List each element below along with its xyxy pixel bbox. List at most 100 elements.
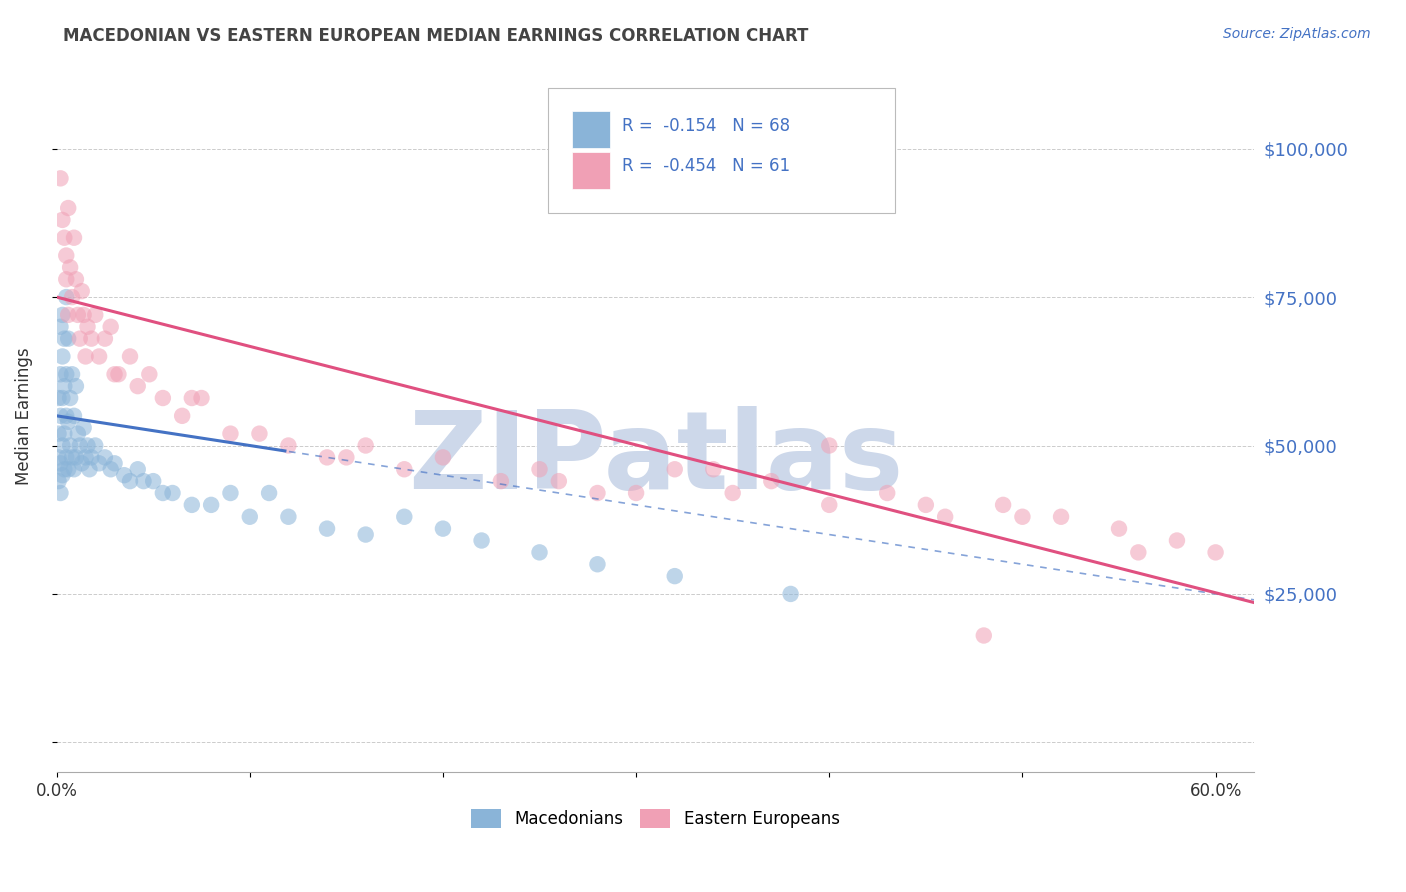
Point bbox=[127, 462, 149, 476]
Point bbox=[58, 332, 80, 346]
Point bbox=[180, 498, 202, 512]
Point bbox=[180, 391, 202, 405]
Point bbox=[172, 409, 194, 423]
Point bbox=[59, 438, 82, 452]
Point bbox=[934, 509, 956, 524]
Point bbox=[219, 486, 242, 500]
Point bbox=[529, 462, 551, 476]
Point bbox=[51, 468, 73, 483]
Point bbox=[49, 409, 72, 423]
Point bbox=[55, 248, 77, 262]
Point bbox=[547, 474, 569, 488]
Point bbox=[354, 527, 377, 541]
Point bbox=[69, 438, 91, 452]
Point bbox=[59, 391, 82, 405]
Point bbox=[87, 350, 110, 364]
Point bbox=[818, 498, 841, 512]
Point bbox=[55, 272, 77, 286]
Point bbox=[66, 308, 89, 322]
Point bbox=[75, 350, 97, 364]
Point bbox=[55, 409, 77, 423]
Text: R =  -0.154   N = 68: R = -0.154 N = 68 bbox=[621, 117, 790, 135]
Point bbox=[55, 290, 77, 304]
Point bbox=[60, 290, 83, 304]
FancyBboxPatch shape bbox=[547, 88, 896, 213]
Point bbox=[53, 379, 76, 393]
Point bbox=[761, 474, 783, 488]
Text: ZIPatlas: ZIPatlas bbox=[408, 406, 903, 512]
Point bbox=[100, 319, 122, 334]
Point bbox=[51, 350, 73, 364]
Point bbox=[63, 462, 86, 476]
Point bbox=[1108, 522, 1130, 536]
Point bbox=[75, 450, 97, 465]
Point bbox=[94, 332, 117, 346]
Point bbox=[103, 456, 125, 470]
Point bbox=[72, 420, 94, 434]
Point bbox=[103, 368, 125, 382]
Point bbox=[53, 462, 76, 476]
Point bbox=[58, 308, 80, 322]
Point bbox=[49, 319, 72, 334]
Point bbox=[354, 438, 377, 452]
Point bbox=[702, 462, 724, 476]
Point bbox=[138, 368, 160, 382]
Y-axis label: Median Earnings: Median Earnings bbox=[15, 347, 32, 484]
Point bbox=[316, 522, 339, 536]
Point bbox=[142, 474, 165, 488]
Point bbox=[1166, 533, 1188, 548]
Point bbox=[51, 391, 73, 405]
Point bbox=[257, 486, 280, 500]
Point bbox=[49, 486, 72, 500]
Point bbox=[118, 350, 141, 364]
Point bbox=[1205, 545, 1227, 559]
Point bbox=[624, 486, 647, 500]
Point bbox=[76, 319, 98, 334]
Legend: Macedonians, Eastern Europeans: Macedonians, Eastern Europeans bbox=[464, 803, 846, 835]
Point bbox=[48, 474, 70, 488]
Point bbox=[394, 462, 416, 476]
Point bbox=[432, 450, 454, 465]
Point bbox=[973, 628, 995, 642]
Point bbox=[152, 486, 174, 500]
Point bbox=[58, 415, 80, 429]
Point bbox=[51, 308, 73, 322]
Point bbox=[84, 308, 107, 322]
Point bbox=[51, 438, 73, 452]
Point bbox=[58, 201, 80, 215]
Point bbox=[779, 587, 801, 601]
Point bbox=[664, 462, 686, 476]
Point bbox=[48, 450, 70, 465]
Point bbox=[49, 171, 72, 186]
Text: MACEDONIAN VS EASTERN EUROPEAN MEDIAN EARNINGS CORRELATION CHART: MACEDONIAN VS EASTERN EUROPEAN MEDIAN EA… bbox=[63, 27, 808, 45]
Point bbox=[432, 522, 454, 536]
Point bbox=[80, 450, 103, 465]
Point bbox=[55, 368, 77, 382]
Point bbox=[586, 486, 609, 500]
Point bbox=[76, 438, 98, 452]
Point bbox=[60, 450, 83, 465]
Point bbox=[200, 498, 222, 512]
Point bbox=[277, 509, 299, 524]
Point bbox=[335, 450, 357, 465]
Point bbox=[53, 332, 76, 346]
Point bbox=[219, 426, 242, 441]
Point bbox=[277, 438, 299, 452]
Point bbox=[991, 498, 1014, 512]
Point bbox=[49, 456, 72, 470]
Point bbox=[84, 438, 107, 452]
Point bbox=[94, 450, 117, 465]
Point bbox=[586, 558, 609, 572]
Point bbox=[316, 450, 339, 465]
Point bbox=[72, 308, 94, 322]
FancyBboxPatch shape bbox=[572, 152, 610, 188]
Text: R =  -0.454   N = 61: R = -0.454 N = 61 bbox=[621, 158, 790, 176]
Point bbox=[48, 391, 70, 405]
Point bbox=[190, 391, 212, 405]
Point bbox=[162, 486, 184, 500]
Point bbox=[69, 332, 91, 346]
Point bbox=[1011, 509, 1033, 524]
Point bbox=[876, 486, 898, 500]
Point bbox=[70, 284, 93, 298]
Point bbox=[249, 426, 271, 441]
